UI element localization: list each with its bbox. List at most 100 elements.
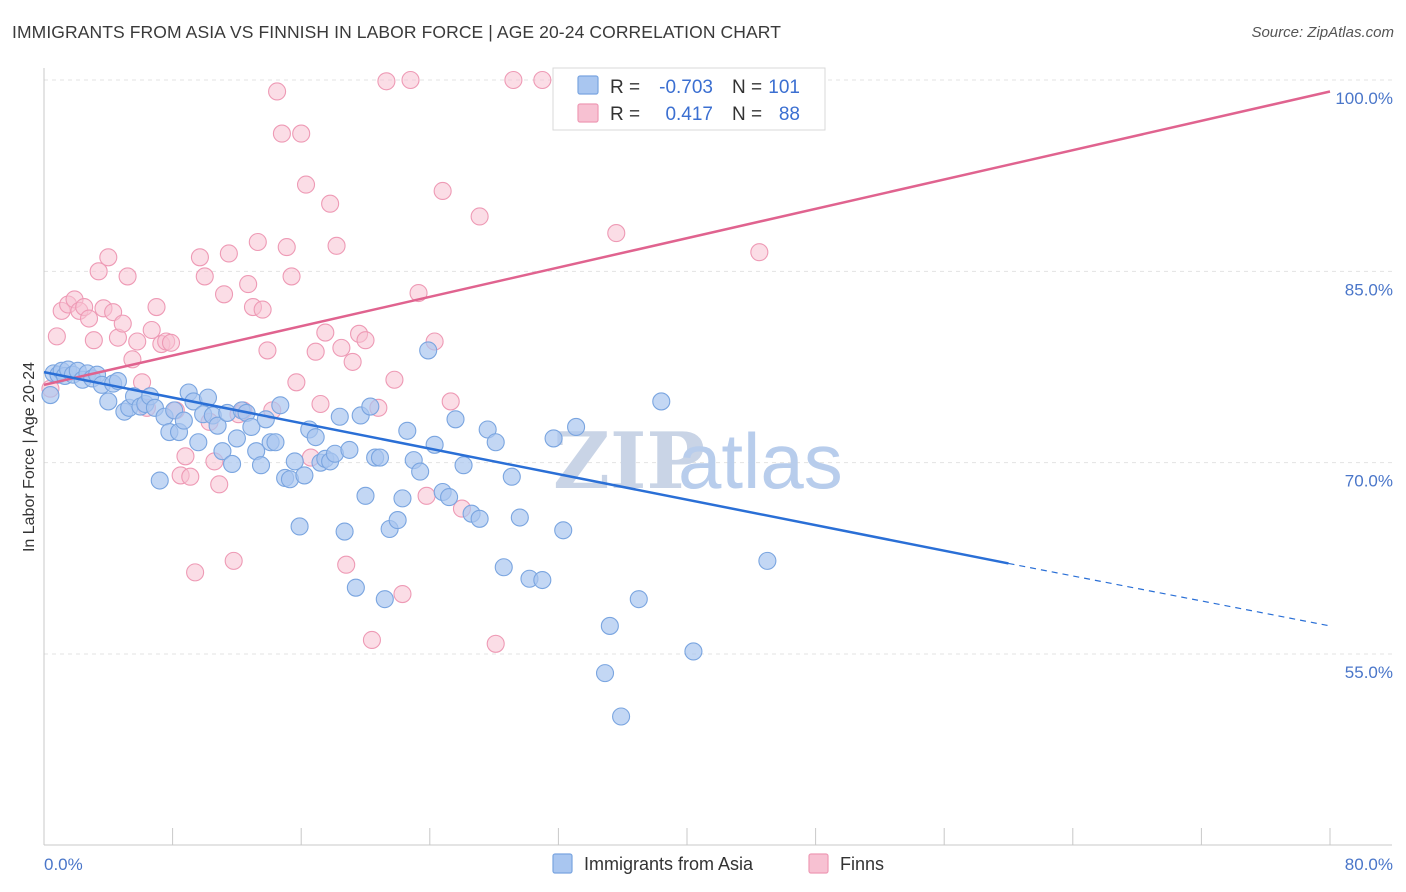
asia-point	[208, 416, 227, 435]
asia-point	[370, 448, 390, 467]
asia-point	[271, 396, 290, 415]
legend-r-value-finns: 0.417	[665, 104, 713, 125]
finns-point	[99, 248, 118, 267]
bottom-legend-label-asia: Immigrants from Asia	[584, 854, 754, 874]
finns-point	[533, 70, 552, 90]
y-tick-label: 85.0%	[1345, 280, 1393, 299]
finns-point	[433, 181, 452, 201]
finns-point	[321, 194, 340, 213]
finns-point	[118, 267, 137, 286]
finns-trend-line	[43, 90, 1331, 387]
x-tick-label: 80.0%	[1345, 855, 1393, 874]
finns-point	[296, 175, 316, 194]
asia-point	[198, 388, 218, 407]
legend-box: R = -0.703 N = 101 R = 0.417 N = 88	[552, 67, 826, 131]
finns-point	[268, 82, 287, 101]
asia-point	[510, 508, 529, 527]
legend-n-value-finns: 88	[779, 104, 800, 125]
asia-point	[290, 517, 309, 536]
asia-trend-extension	[1008, 562, 1331, 627]
chart-source: Source: ZipAtlas.com	[1251, 24, 1394, 41]
asia-point	[266, 433, 285, 452]
finns-point	[113, 314, 132, 333]
finns-point	[343, 352, 362, 371]
asia-point	[544, 429, 563, 448]
asia-point	[470, 509, 489, 528]
y-tick-label: 55.0%	[1345, 663, 1393, 682]
legend-n-label-asia: N =	[732, 77, 762, 98]
axes	[43, 68, 1392, 846]
x-tick-labels: 0.0% 80.0%	[44, 855, 1393, 874]
finns-point	[47, 327, 66, 346]
y-axis-label: In Labor Force | Age 20-24	[21, 362, 38, 552]
finns-point	[161, 333, 181, 352]
asia-point	[346, 578, 365, 597]
asia-point	[285, 452, 304, 471]
finns-point	[210, 475, 229, 494]
finns-point	[219, 244, 238, 263]
finns-point	[248, 232, 267, 252]
watermark-atlas: atlas	[678, 417, 843, 505]
finns-point	[142, 320, 161, 340]
asia-point	[393, 489, 412, 508]
asia-point	[251, 456, 271, 475]
finns-point	[332, 338, 351, 357]
finns-point	[401, 70, 420, 90]
finns-point	[356, 331, 375, 350]
asia-point	[478, 420, 497, 439]
x-tick-label: 0.0%	[44, 855, 83, 874]
asia-point	[398, 421, 417, 440]
chart-title: IMMIGRANTS FROM ASIA VS FINNISH IN LABOR…	[12, 22, 781, 42]
finns-point	[239, 275, 258, 294]
finns-point	[282, 267, 301, 286]
y-tick-label: 100.0%	[1335, 89, 1393, 108]
y-tick-labels: 55.0% 70.0% 85.0% 100.0%	[1335, 89, 1393, 682]
finns-point	[89, 262, 108, 281]
legend-n-value-asia: 101	[768, 77, 800, 98]
asia-point	[223, 454, 242, 473]
finns-points	[41, 70, 769, 653]
finns-point	[292, 124, 311, 143]
finns-point	[306, 342, 325, 361]
legend-swatch-finns	[577, 103, 599, 123]
asia-point	[150, 471, 169, 490]
finns-point	[128, 332, 147, 351]
asia-point	[486, 433, 505, 452]
legend-swatch-asia	[577, 75, 599, 95]
asia-point	[41, 386, 60, 405]
finns-point	[316, 323, 335, 342]
finns-point	[441, 392, 460, 411]
asia-point	[375, 590, 394, 609]
asia-point	[684, 642, 703, 661]
asia-point	[533, 570, 552, 590]
bottom-legend-swatch-asia	[552, 853, 573, 874]
finns-point	[186, 563, 205, 582]
asia-point	[758, 551, 777, 570]
finns-point	[750, 243, 769, 262]
finns-point	[253, 300, 272, 319]
finns-point	[147, 297, 166, 317]
finns-point	[287, 373, 306, 392]
asia-point	[340, 440, 359, 459]
finns-point	[181, 467, 200, 486]
asia-point	[440, 488, 459, 507]
legend-r-label-finns: R =	[610, 104, 640, 125]
finns-point	[84, 331, 103, 350]
asia-point	[330, 407, 349, 426]
asia-point	[446, 410, 465, 429]
bottom-legend-swatch-finns	[808, 853, 829, 874]
asia-point	[454, 456, 473, 475]
asia-point	[227, 429, 246, 448]
asia-point	[419, 341, 438, 360]
finns-point	[362, 630, 381, 650]
finns-point	[214, 285, 234, 304]
asia-point	[295, 466, 314, 485]
finns-point	[79, 309, 99, 328]
asia-point	[174, 411, 193, 430]
finns-point	[337, 555, 356, 574]
finns-point	[327, 236, 346, 255]
finns-point	[504, 70, 523, 90]
asia-point	[567, 417, 586, 437]
asia-point	[189, 433, 208, 452]
